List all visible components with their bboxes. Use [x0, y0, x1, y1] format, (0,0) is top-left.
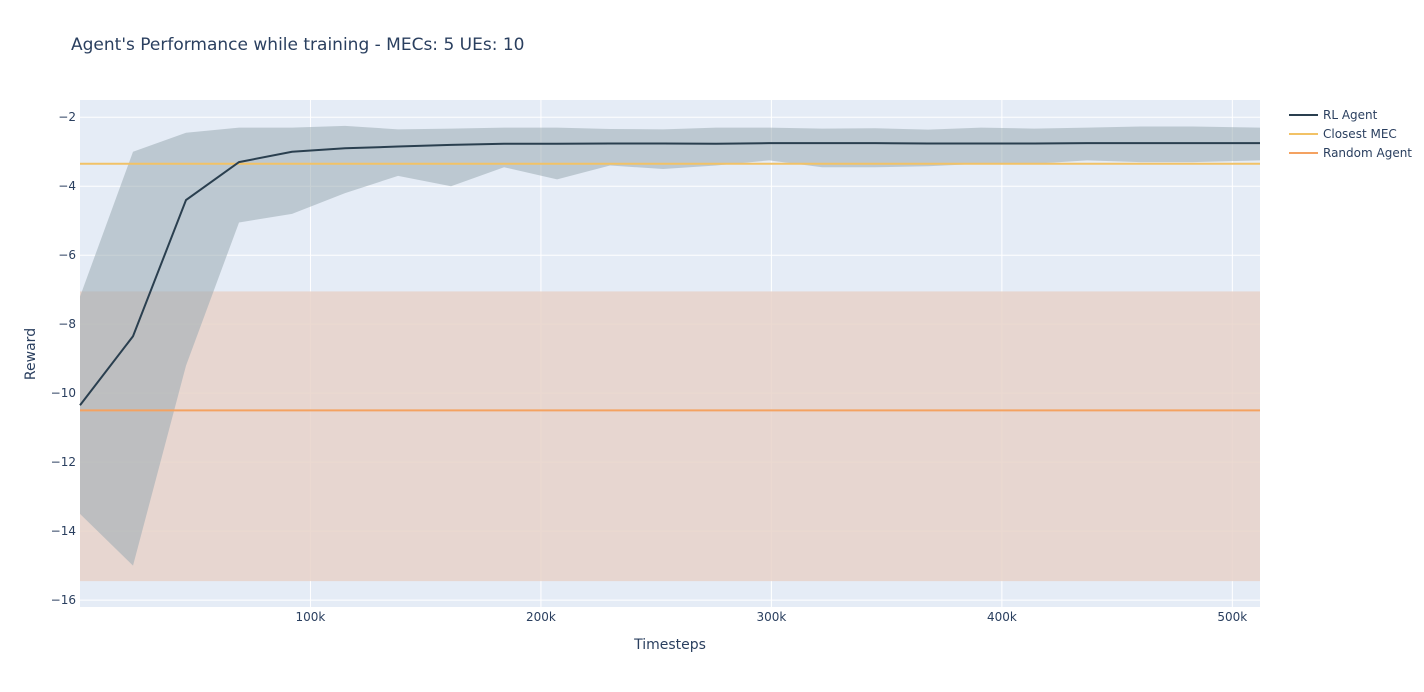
rl-agent-band: [80, 125, 1260, 566]
legend-label: Closest MEC: [1323, 127, 1397, 141]
random-agent-band: [80, 291, 1260, 582]
x-tick-label: 100k: [296, 610, 326, 624]
chart-title: Agent's Performance while training - MEC…: [71, 35, 524, 55]
x-axis-title: Timesteps: [633, 637, 706, 653]
y-tick-label: −14: [51, 524, 76, 538]
x-tick-label: 500k: [1217, 610, 1247, 624]
x-tick-label: 300k: [756, 610, 786, 624]
tick-labels: 100k 200k 300k 400k 500k −2 −4 −6 −8 −10 −12 −14 −16: [51, 110, 1248, 624]
legend-label: Random Agent: [1323, 146, 1412, 160]
y-tick-label: −2: [58, 110, 76, 124]
y-tick-label: −4: [58, 179, 76, 193]
legend: RL Agent Closest MEC Random Agent: [1289, 108, 1412, 160]
y-tick-label: −12: [51, 455, 76, 469]
y-tick-label: −8: [58, 317, 76, 331]
series-lines: [79, 142, 1260, 412]
y-tick-label: −16: [51, 593, 76, 607]
y-axis-title: Reward: [23, 328, 39, 380]
x-tick-label: 400k: [987, 610, 1017, 624]
y-tick-label: −6: [58, 248, 76, 262]
bands: [80, 125, 1260, 582]
legend-label: RL Agent: [1323, 108, 1378, 122]
rl-agent-line: [79, 142, 1260, 406]
y-tick-label: −10: [51, 386, 76, 400]
x-tick-label: 200k: [526, 610, 556, 624]
